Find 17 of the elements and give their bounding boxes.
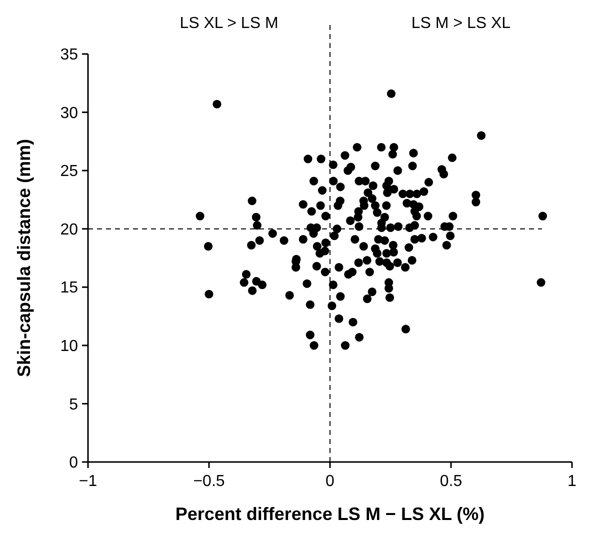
y-tick-label: 5 <box>69 396 78 414</box>
y-tick-label: 15 <box>60 280 78 297</box>
x-axis-title: Percent difference LS M − LS XL (%) <box>175 504 485 524</box>
y-tick-label: 30 <box>60 104 78 122</box>
text: LS XL > LS M <box>180 15 278 32</box>
y-tick-label: 20 <box>60 221 78 238</box>
y-tick-label: 0 <box>69 454 78 472</box>
x-tick-label: 0.5 <box>440 473 462 490</box>
text: LS M > LS XL <box>411 15 511 32</box>
x-tick-label: 1 <box>568 473 577 490</box>
x-tick-label: 0 <box>326 473 335 490</box>
y-tick-label: 25 <box>60 163 78 180</box>
x-tick-label: −1 <box>78 473 98 490</box>
x-tick-label: −0.5 <box>193 473 225 490</box>
y-axis-title: Skin-capsula distance (mm) <box>14 138 34 378</box>
y-tick-label: 10 <box>60 338 78 356</box>
y-tick-label: 35 <box>60 46 78 64</box>
